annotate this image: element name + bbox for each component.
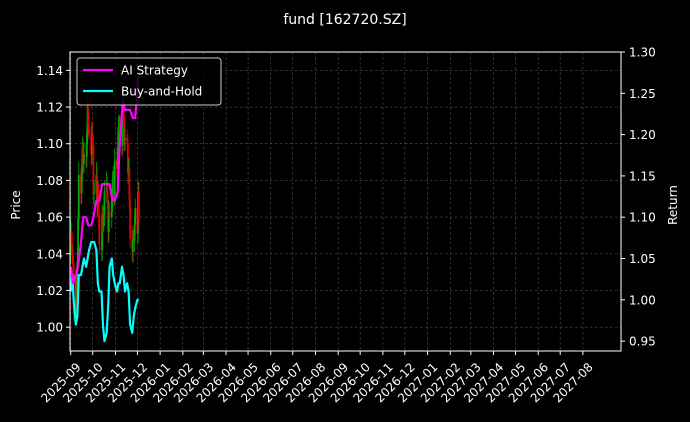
candle-body <box>72 255 74 263</box>
y-right-tick-label: 1.30 <box>629 46 656 60</box>
plot-frame <box>69 51 622 352</box>
legend-label-ai-strategy: AI Strategy <box>121 64 188 78</box>
y-left-tick-label: 1.00 <box>36 321 63 335</box>
candle-body <box>98 217 101 245</box>
chart-title: fund [162720.SZ] <box>283 12 406 28</box>
y-right-tick-label: 1.10 <box>629 211 656 225</box>
candle-body <box>107 211 110 232</box>
y-right-tick-label: 1.15 <box>629 169 656 183</box>
candle-body <box>108 211 111 218</box>
candle-body <box>97 189 100 218</box>
candle-body <box>76 261 79 298</box>
candle-body <box>106 184 109 201</box>
y-axis-left-title: Price <box>9 190 23 219</box>
y-left-tick-label: 1.06 <box>36 211 63 225</box>
candle-body <box>83 154 85 164</box>
candle-body <box>80 171 83 194</box>
candle-body <box>128 167 131 201</box>
candle-body <box>101 213 104 251</box>
candle-body <box>85 132 88 157</box>
candle-body <box>93 193 96 195</box>
y-axis-right-title: Return <box>666 185 680 225</box>
candle-body <box>91 134 94 146</box>
y-left-tick-label: 1.10 <box>36 137 63 151</box>
candle-body <box>110 200 113 218</box>
series-line-buy-and-hold <box>69 240 139 343</box>
candle-body <box>126 141 129 174</box>
y-left-tick-label: 1.04 <box>36 247 63 261</box>
candle-body <box>70 231 73 245</box>
lines-layer <box>69 76 140 343</box>
candle-body <box>103 191 106 216</box>
y-right-tick-label: 1.20 <box>629 128 656 142</box>
candle-body <box>111 182 114 201</box>
candle-body <box>113 160 116 196</box>
candle-body <box>123 114 126 141</box>
y-right-tick-label: 1.05 <box>629 252 656 266</box>
candle-body <box>77 174 80 219</box>
candle-body <box>87 108 90 128</box>
candle-body <box>102 215 105 221</box>
candle-body <box>122 107 125 115</box>
series-line-ai-strategy <box>69 76 140 285</box>
legend: AI Strategy Buy-and-Hold <box>76 57 222 106</box>
candle-body <box>133 224 136 241</box>
candle-body <box>71 244 74 256</box>
y-left-tick-label: 1.14 <box>36 64 63 78</box>
y-right-tick-label: 0.95 <box>629 335 656 349</box>
y-right-tick-label: 1.25 <box>629 87 656 101</box>
y-right-tick-label: 1.00 <box>629 293 656 307</box>
candle-body <box>88 127 90 135</box>
candle-body <box>137 191 140 221</box>
y-left-tick-label: 1.02 <box>36 284 63 298</box>
candle-body <box>129 200 131 240</box>
candle-body <box>124 138 126 141</box>
candle-body <box>116 147 119 170</box>
candle-body <box>132 239 134 252</box>
y-left-tick-label: 1.08 <box>36 174 63 188</box>
candle-body <box>134 207 137 225</box>
candle-body <box>121 107 124 146</box>
candle-body <box>117 127 120 148</box>
y-left-tick-label: 1.12 <box>36 101 63 115</box>
candle-body <box>126 138 129 142</box>
candle-body <box>77 218 79 262</box>
candle-body <box>92 145 95 194</box>
grid-layer <box>70 52 621 351</box>
legend-label-buy-and-hold: Buy-and-Hold <box>121 85 202 99</box>
